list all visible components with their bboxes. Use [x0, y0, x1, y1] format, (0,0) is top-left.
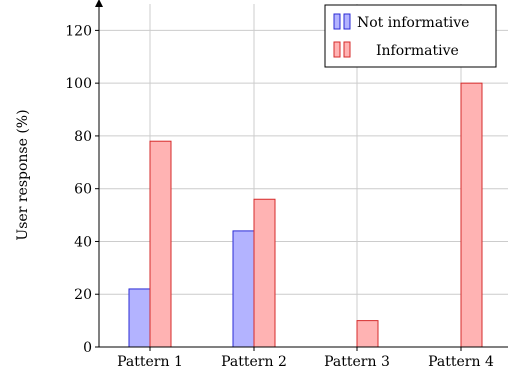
legend-swatch-not-informative: [333, 13, 341, 30]
bar-not-informative-2: [232, 230, 255, 348]
legend-box: [324, 4, 497, 68]
y-tick-label: 80: [74, 129, 92, 145]
y-tick-label: 0: [83, 340, 92, 356]
bar-informative-2: [253, 198, 276, 348]
legend-swatch-informative: [343, 41, 351, 58]
x-tick-label: Pattern 1: [117, 354, 183, 370]
legend-label-not-informative: Not informative: [357, 15, 469, 31]
bar-not-informative-1: [128, 288, 151, 348]
bar-informative-4: [460, 82, 483, 348]
y-tick-label: 40: [74, 234, 92, 250]
legend-entry-informative: Informative: [333, 41, 459, 59]
x-ticks: Pattern 1 Pattern 2 Pattern 3 Pattern 4: [117, 347, 494, 370]
legend-label-informative: Informative: [376, 43, 459, 59]
y-tick-label: 60: [74, 182, 92, 198]
x-tick-label: Pattern 2: [221, 354, 287, 370]
y-tick-label: 100: [65, 76, 92, 92]
x-tick-label: Pattern 4: [428, 354, 494, 370]
y-axis-label: User response (%): [15, 109, 31, 240]
bar-informative-1: [149, 140, 172, 348]
y-tick-label: 120: [65, 23, 92, 39]
bar-informative-3: [356, 320, 379, 348]
legend-entry-not-informative: Not informative: [333, 13, 469, 31]
y-ticks: 0 20 40 60 80 100 120: [65, 23, 99, 356]
y-tick-label: 20: [74, 287, 92, 303]
legend-swatch-informative: [333, 41, 341, 58]
x-tick-label: Pattern 3: [324, 354, 390, 370]
bars: [128, 82, 483, 348]
legend-swatch-not-informative: [343, 13, 351, 30]
legend: Not informative Informative: [324, 4, 497, 68]
